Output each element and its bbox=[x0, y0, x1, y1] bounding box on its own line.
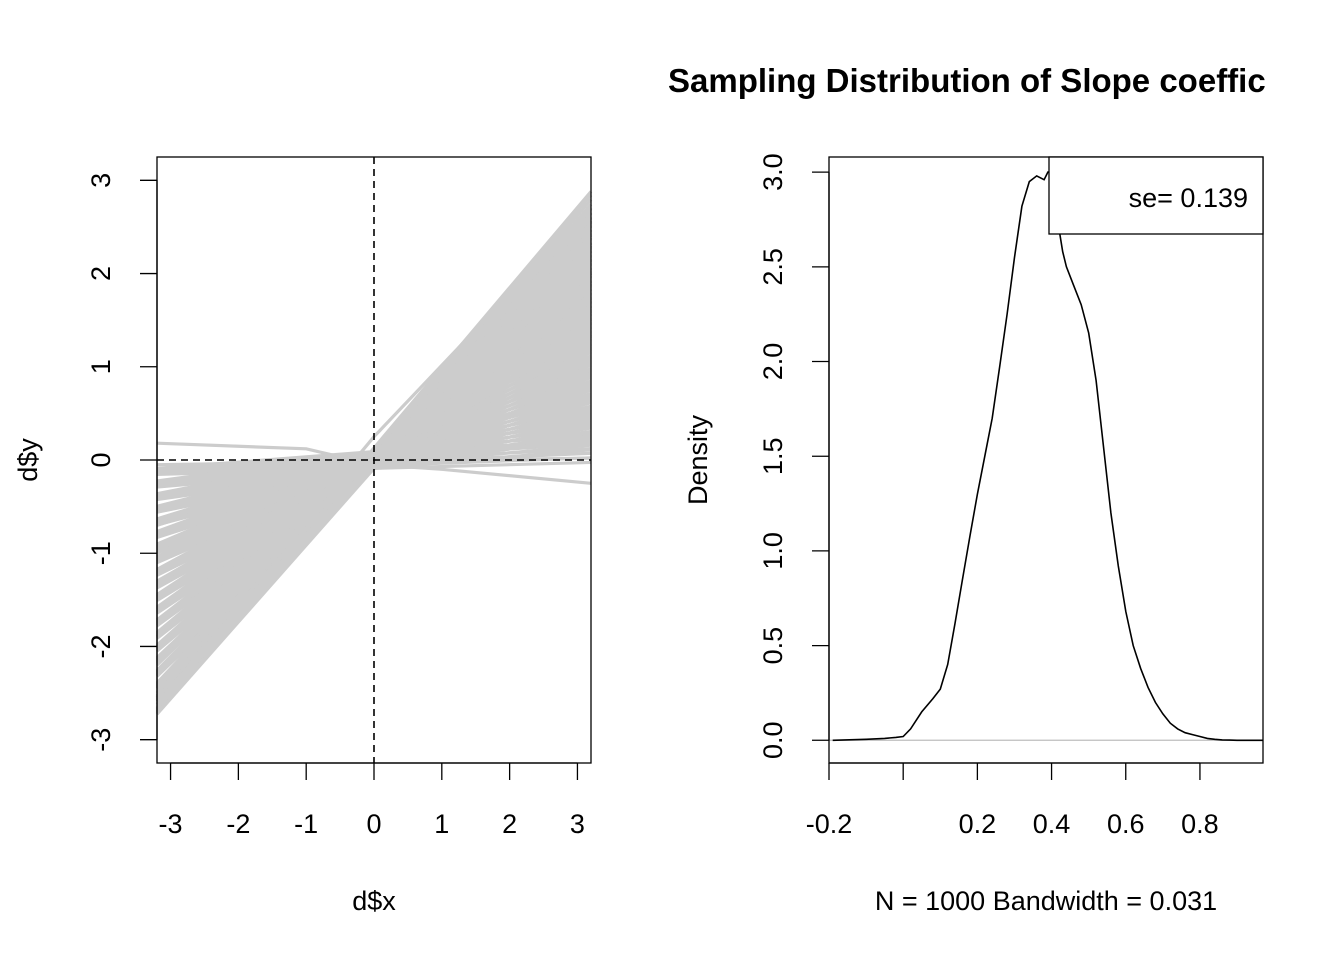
left-x-tick-label: 3 bbox=[570, 809, 585, 839]
left-y-axis: -3 -2 -1 0 1 2 3 bbox=[86, 173, 158, 752]
right-y-tick-label: 2.0 bbox=[758, 343, 788, 381]
right-x-tick-label: 0.6 bbox=[1107, 809, 1145, 839]
left-x-tick-label: -1 bbox=[294, 809, 318, 839]
regression-line-line-negative bbox=[156, 441, 592, 485]
left-x-axis-label: d$x bbox=[352, 886, 396, 916]
right-plot-title: Sampling Distribution of Slope coeffic bbox=[668, 62, 1266, 99]
right-y-tick-label: 0.5 bbox=[758, 627, 788, 665]
right-x-tick-label: 0.4 bbox=[1033, 809, 1071, 839]
left-x-tick-label: -3 bbox=[159, 809, 183, 839]
left-y-tick-label: -2 bbox=[86, 634, 116, 658]
right-y-tick-label: 3.0 bbox=[758, 153, 788, 191]
right-x-tick-label: 0.2 bbox=[959, 809, 997, 839]
left-x-tick-label: 1 bbox=[434, 809, 449, 839]
left-y-tick-label: 0 bbox=[86, 452, 116, 467]
right-x-axis: -0.2 0.2 0.4 0.6 0.8 bbox=[806, 762, 1219, 839]
right-x-axis-label: N = 1000 Bandwidth = 0.031 bbox=[875, 886, 1217, 916]
right-y-tick-label: 1.0 bbox=[758, 532, 788, 570]
legend-frame bbox=[1048, 156, 1264, 235]
legend-box: se= 0.139 bbox=[1048, 156, 1264, 235]
left-y-tick-label: 3 bbox=[86, 173, 116, 188]
left-y-tick-label: 2 bbox=[86, 266, 116, 281]
left-x-tick-label: 2 bbox=[502, 809, 517, 839]
legend-text: se= 0.139 bbox=[1129, 183, 1248, 213]
left-x-tick-label: 0 bbox=[366, 809, 381, 839]
left-plot-panel: -3 -2 -1 0 1 2 3 -3 -2 -1 0 1 2 3 d$x d$y bbox=[13, 156, 593, 916]
left-y-tick-label: -1 bbox=[86, 541, 116, 565]
right-y-tick-label: 0.0 bbox=[758, 722, 788, 760]
left-y-axis-label: d$y bbox=[13, 438, 43, 482]
regression-line-line-mid-3 bbox=[156, 300, 592, 611]
reference-lines-group bbox=[157, 157, 591, 763]
density-curve bbox=[832, 171, 1263, 742]
right-y-tick-label: 2.5 bbox=[758, 248, 788, 286]
left-x-axis: -3 -2 -1 0 1 2 3 bbox=[159, 762, 585, 839]
right-y-axis-label: Density bbox=[683, 414, 713, 505]
left-y-tick-label: -3 bbox=[86, 728, 116, 752]
right-x-tick-label: -0.2 bbox=[806, 809, 853, 839]
right-y-axis: 0.0 0.5 1.0 1.5 2.0 2.5 3.0 bbox=[758, 153, 830, 760]
right-x-tick-label: 0.8 bbox=[1181, 809, 1219, 839]
right-y-tick-label: 1.5 bbox=[758, 437, 788, 475]
left-x-tick-label: -2 bbox=[226, 809, 250, 839]
left-y-tick-label: 1 bbox=[86, 359, 116, 374]
right-plot-panel: Sampling Distribution of Slope coeffic s… bbox=[668, 62, 1266, 916]
